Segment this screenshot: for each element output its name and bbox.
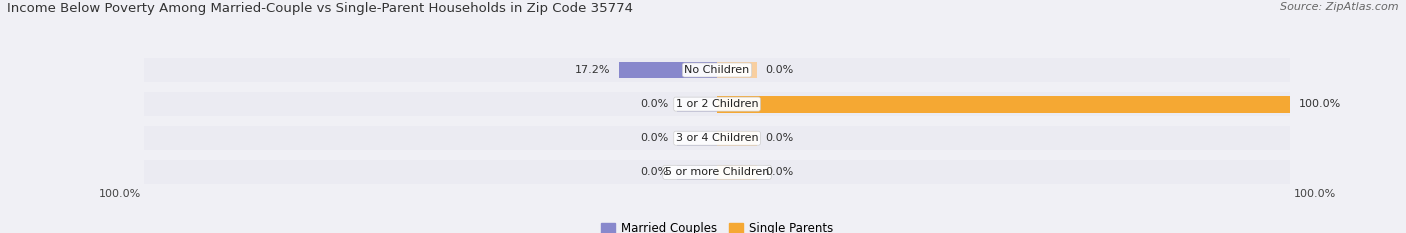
Bar — [717, 131, 758, 146]
Text: 3 or 4 Children: 3 or 4 Children — [676, 133, 758, 143]
Text: No Children: No Children — [685, 65, 749, 75]
Bar — [145, 58, 1289, 82]
Bar — [145, 92, 1289, 116]
Text: 100.0%: 100.0% — [1299, 99, 1341, 109]
Text: 1 or 2 Children: 1 or 2 Children — [676, 99, 758, 109]
Bar — [145, 160, 1289, 185]
Bar — [717, 96, 1289, 113]
Bar — [145, 126, 1289, 150]
Bar — [676, 96, 717, 112]
Text: Source: ZipAtlas.com: Source: ZipAtlas.com — [1281, 2, 1399, 12]
Text: 100.0%: 100.0% — [98, 189, 141, 199]
Text: 0.0%: 0.0% — [766, 65, 794, 75]
Text: Income Below Poverty Among Married-Couple vs Single-Parent Households in Zip Cod: Income Below Poverty Among Married-Coupl… — [7, 2, 633, 15]
Bar — [676, 131, 717, 146]
Bar — [619, 62, 717, 79]
Text: 0.0%: 0.0% — [640, 99, 668, 109]
Text: 100.0%: 100.0% — [1294, 189, 1336, 199]
Text: 0.0%: 0.0% — [640, 133, 668, 143]
Text: 0.0%: 0.0% — [766, 167, 794, 177]
Text: 0.0%: 0.0% — [640, 167, 668, 177]
Text: 5 or more Children: 5 or more Children — [665, 167, 769, 177]
Bar — [676, 165, 717, 180]
Bar — [717, 62, 758, 78]
Text: 17.2%: 17.2% — [575, 65, 610, 75]
Legend: Married Couples, Single Parents: Married Couples, Single Parents — [600, 222, 834, 233]
Bar — [717, 96, 758, 112]
Bar — [676, 62, 717, 78]
Bar — [717, 165, 758, 180]
Text: 0.0%: 0.0% — [766, 133, 794, 143]
